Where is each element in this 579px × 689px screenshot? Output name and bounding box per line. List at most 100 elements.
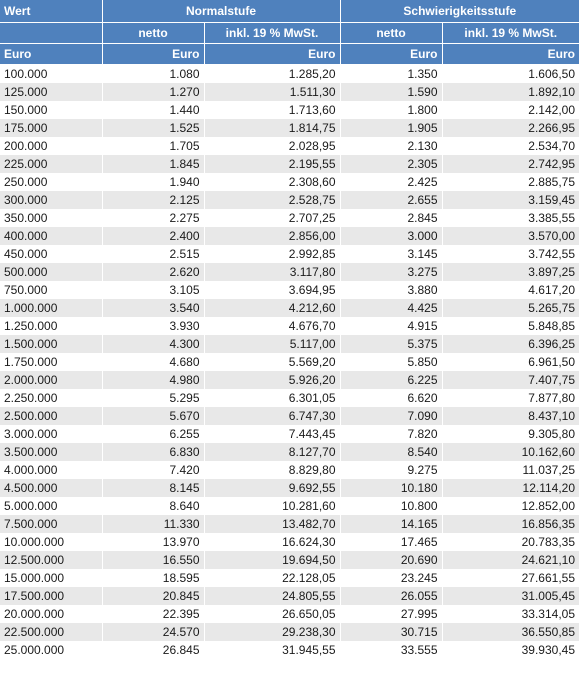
schwierig-inkl-cell: 3.385,55 (442, 209, 579, 227)
header-row-units: Euro Euro Euro Euro Euro (0, 43, 579, 65)
header-row-groups: Wert Normalstufe Schwierigkeitsstufe (0, 0, 579, 23)
normal-inkl-cell: 8.829,80 (204, 461, 341, 479)
wert-cell: 350.000 (0, 209, 103, 227)
normal-netto-cell: 22.395 (102, 605, 205, 623)
normal-netto-cell: 7.420 (102, 461, 205, 479)
normal-inkl-cell: 1.713,60 (204, 101, 341, 119)
normal-inkl-cell: 8.127,70 (204, 443, 341, 461)
header-normalstufe: Normalstufe (102, 0, 341, 23)
schwierig-netto-cell: 30.715 (340, 623, 443, 641)
schwierig-inkl-cell: 33.314,05 (442, 605, 579, 623)
normal-inkl-cell: 29.238,30 (204, 623, 341, 641)
normal-netto-cell: 1.525 (102, 119, 205, 137)
normal-inkl-cell: 22.128,05 (204, 569, 341, 587)
schwierig-netto-cell: 2.845 (340, 209, 443, 227)
normal-netto-cell: 2.125 (102, 191, 205, 209)
schwierig-netto-cell: 6.620 (340, 389, 443, 407)
table-row: 225.000 1.845 2.195,55 2.305 2.742,95 (0, 155, 579, 173)
schwierig-netto-cell: 33.555 (340, 641, 443, 659)
header-unit-normal-netto: Euro (102, 43, 205, 65)
normal-netto-cell: 4.680 (102, 353, 205, 371)
schwierig-inkl-cell: 11.037,25 (442, 461, 579, 479)
table-row: 3.000.000 6.255 7.443,45 7.820 9.305,80 (0, 425, 579, 443)
table-row: 300.000 2.125 2.528,75 2.655 3.159,45 (0, 191, 579, 209)
table-row: 100.000 1.080 1.285,20 1.350 1.606,50 (0, 64, 579, 83)
schwierig-inkl-cell: 10.162,60 (442, 443, 579, 461)
header-blank (0, 22, 103, 44)
header-unit-normal-inkl: Euro (204, 43, 341, 65)
schwierig-inkl-cell: 1.606,50 (442, 64, 579, 83)
normal-netto-cell: 3.930 (102, 317, 205, 335)
normal-netto-cell: 11.330 (102, 515, 205, 533)
normal-netto-cell: 13.970 (102, 533, 205, 551)
schwierig-inkl-cell: 24.621,10 (442, 551, 579, 569)
normal-inkl-cell: 10.281,60 (204, 497, 341, 515)
normal-inkl-cell: 13.482,70 (204, 515, 341, 533)
table-row: 2.000.000 4.980 5.926,20 6.225 7.407,75 (0, 371, 579, 389)
wert-cell: 150.000 (0, 101, 103, 119)
schwierig-netto-cell: 1.350 (340, 64, 443, 83)
wert-cell: 15.000.000 (0, 569, 103, 587)
schwierig-inkl-cell: 27.661,55 (442, 569, 579, 587)
wert-cell: 10.000.000 (0, 533, 103, 551)
wert-cell: 400.000 (0, 227, 103, 245)
normal-inkl-cell: 16.624,30 (204, 533, 341, 551)
schwierig-inkl-cell: 2.885,75 (442, 173, 579, 191)
schwierig-inkl-cell: 12.852,00 (442, 497, 579, 515)
schwierig-netto-cell: 10.800 (340, 497, 443, 515)
schwierig-netto-cell: 5.850 (340, 353, 443, 371)
schwierig-netto-cell: 1.590 (340, 83, 443, 101)
normal-netto-cell: 26.845 (102, 641, 205, 659)
normal-netto-cell: 24.570 (102, 623, 205, 641)
schwierig-netto-cell: 2.130 (340, 137, 443, 155)
schwierig-netto-cell: 5.375 (340, 335, 443, 353)
schwierig-netto-cell: 4.915 (340, 317, 443, 335)
schwierig-netto-cell: 2.305 (340, 155, 443, 173)
normal-netto-cell: 2.400 (102, 227, 205, 245)
normal-netto-cell: 1.440 (102, 101, 205, 119)
schwierig-inkl-cell: 7.877,80 (442, 389, 579, 407)
schwierig-inkl-cell: 4.617,20 (442, 281, 579, 299)
normal-inkl-cell: 6.301,05 (204, 389, 341, 407)
schwierig-netto-cell: 27.995 (340, 605, 443, 623)
schwierig-netto-cell: 7.090 (340, 407, 443, 425)
wert-cell: 20.000.000 (0, 605, 103, 623)
schwierig-inkl-cell: 2.742,95 (442, 155, 579, 173)
schwierig-inkl-cell: 12.114,20 (442, 479, 579, 497)
wert-cell: 2.000.000 (0, 371, 103, 389)
schwierig-netto-cell: 3.275 (340, 263, 443, 281)
schwierig-netto-cell: 23.245 (340, 569, 443, 587)
normal-inkl-cell: 2.856,00 (204, 227, 341, 245)
table-row: 450.000 2.515 2.992,85 3.145 3.742,55 (0, 245, 579, 263)
table-row: 2.250.000 5.295 6.301,05 6.620 7.877,80 (0, 389, 579, 407)
table-row: 10.000.000 13.970 16.624,30 17.465 20.783,35 (0, 533, 579, 551)
normal-netto-cell: 1.705 (102, 137, 205, 155)
schwierig-inkl-cell: 31.005,45 (442, 587, 579, 605)
table-row: 2.500.000 5.670 6.747,30 7.090 8.437,10 (0, 407, 579, 425)
wert-cell: 4.000.000 (0, 461, 103, 479)
fee-table: Wert Normalstufe Schwierigkeitsstufe net… (0, 0, 579, 659)
table-row: 4.000.000 7.420 8.829,80 9.275 11.037,25 (0, 461, 579, 479)
table-body: 100.000 1.080 1.285,20 1.350 1.606,50 125.000… (0, 64, 579, 659)
wert-cell: 300.000 (0, 191, 103, 209)
wert-cell: 750.000 (0, 281, 103, 299)
normal-inkl-cell: 2.195,55 (204, 155, 341, 173)
normal-netto-cell: 1.080 (102, 64, 205, 83)
wert-cell: 225.000 (0, 155, 103, 173)
schwierig-inkl-cell: 36.550,85 (442, 623, 579, 641)
schwierig-netto-cell: 26.055 (340, 587, 443, 605)
normal-netto-cell: 8.145 (102, 479, 205, 497)
wert-cell: 200.000 (0, 137, 103, 155)
table-row: 22.500.000 24.570 29.238,30 30.715 36.550,85 (0, 623, 579, 641)
normal-netto-cell: 3.105 (102, 281, 205, 299)
normal-netto-cell: 1.270 (102, 83, 205, 101)
normal-netto-cell: 20.845 (102, 587, 205, 605)
table-row: 350.000 2.275 2.707,25 2.845 3.385,55 (0, 209, 579, 227)
normal-inkl-cell: 2.528,75 (204, 191, 341, 209)
normal-netto-cell: 5.295 (102, 389, 205, 407)
schwierig-inkl-cell: 3.897,25 (442, 263, 579, 281)
normal-netto-cell: 5.670 (102, 407, 205, 425)
normal-inkl-cell: 9.692,55 (204, 479, 341, 497)
table-row: 1.250.000 3.930 4.676,70 4.915 5.848,85 (0, 317, 579, 335)
schwierig-netto-cell: 1.800 (340, 101, 443, 119)
